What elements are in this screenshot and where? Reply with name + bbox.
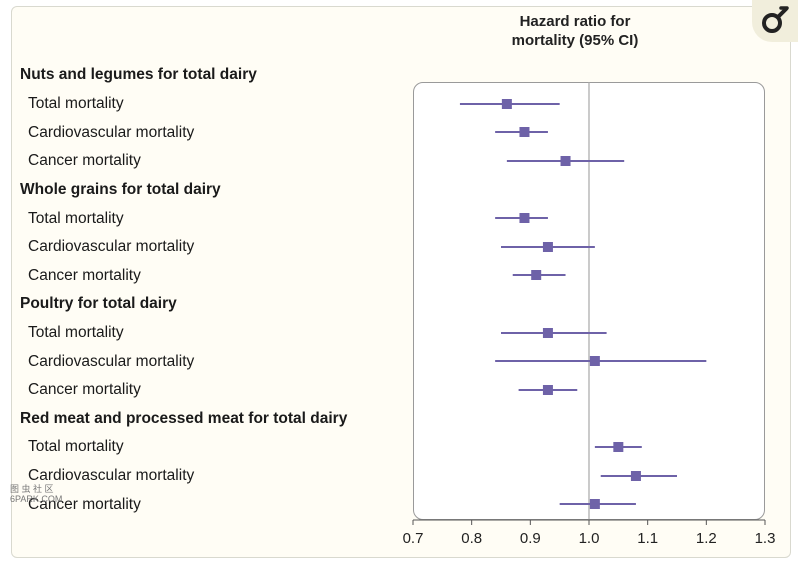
row-label: Cancer mortality bbox=[28, 152, 141, 169]
hr-point bbox=[519, 127, 530, 137]
hr-point bbox=[542, 385, 553, 395]
row-label: Cancer mortality bbox=[28, 267, 141, 284]
group-label-red-meat: Red meat and processed meat for total da… bbox=[20, 410, 348, 427]
x-tick-label: 1.2 bbox=[696, 530, 717, 547]
hr-point bbox=[589, 356, 600, 366]
journal-logo-icon bbox=[762, 6, 789, 33]
row-label: Cardiovascular mortality bbox=[28, 353, 195, 370]
group-label-poultry: Poultry for total dairy bbox=[20, 295, 177, 312]
x-tick-label: 0.8 bbox=[461, 530, 482, 547]
hr-point bbox=[613, 442, 624, 452]
hr-point bbox=[542, 328, 553, 338]
watermark-line-2: 6PARK.COM bbox=[10, 494, 63, 504]
column-header-line-2: mortality (95% CI) bbox=[511, 32, 639, 49]
row-label: Cancer mortality bbox=[28, 496, 141, 513]
hr-point bbox=[630, 471, 641, 481]
hr-point bbox=[501, 99, 512, 109]
group-label-nuts-legumes: Nuts and legumes for total dairy bbox=[20, 66, 257, 83]
x-tick-label: 1.1 bbox=[637, 530, 658, 547]
row-label: Total mortality bbox=[28, 324, 124, 341]
hr-point bbox=[560, 156, 571, 166]
row-label: Cardiovascular mortality bbox=[28, 238, 195, 255]
journal-logo bbox=[752, 0, 798, 42]
x-tick-label: 1.0 bbox=[579, 530, 600, 547]
hr-point bbox=[519, 213, 530, 223]
row-label: Cardiovascular mortality bbox=[28, 467, 195, 484]
watermark-line-1: 图 虫 社 区 bbox=[10, 484, 54, 494]
row-label: Cancer mortality bbox=[28, 381, 141, 398]
row-label: Total mortality bbox=[28, 210, 124, 227]
row-label: Total mortality bbox=[28, 95, 124, 112]
watermark: 图 虫 社 区 6PARK.COM bbox=[10, 484, 62, 504]
x-tick-label: 0.9 bbox=[520, 530, 541, 547]
hr-point bbox=[531, 270, 542, 280]
column-header: Hazard ratio for mortality (95% CI) bbox=[470, 12, 680, 50]
group-label-whole-grains: Whole grains for total dairy bbox=[20, 181, 221, 198]
x-tick-label: 1.3 bbox=[755, 530, 776, 547]
hr-point bbox=[542, 242, 553, 252]
row-label: Total mortality bbox=[28, 438, 124, 455]
row-label: Cardiovascular mortality bbox=[28, 124, 195, 141]
hr-point bbox=[589, 499, 600, 509]
x-tick-label: 0.7 bbox=[403, 530, 424, 547]
column-header-line-1: Hazard ratio for bbox=[519, 13, 631, 30]
